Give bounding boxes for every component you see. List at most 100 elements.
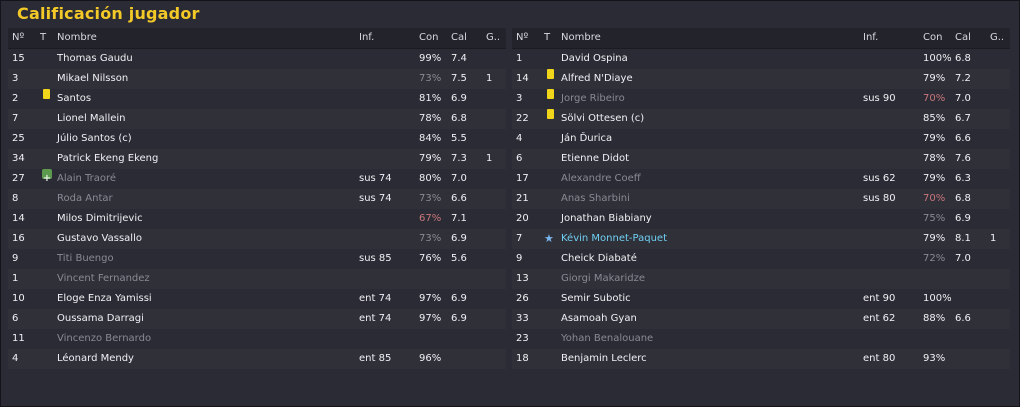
player-row[interactable]: 25 Júlio Santos (c) 84% 5.5 [8,129,506,149]
player-rating: 7.0 [955,253,971,264]
player-row[interactable]: 26 Semir Subotic ent 90 100% [512,289,1010,309]
player-row[interactable]: 14 Milos Dimitrijevic 67% 7.1 [8,209,506,229]
player-row[interactable]: 3 Mikael Nilsson 73% 7.5 1 [8,69,506,89]
player-row[interactable]: 18 Benjamin Leclerc ent 80 93% [512,349,1010,369]
player-name[interactable]: Alain Traoré [57,173,117,184]
player-name[interactable]: Patrick Ekeng Ekeng [57,153,159,164]
player-row[interactable]: 9 Cheick Diabaté 72% 7.0 [512,249,1010,269]
player-inf: ent 90 [863,293,896,304]
player-rating: 7.1 [451,213,467,224]
player-name[interactable]: Léonard Mendy [57,353,134,364]
header-name[interactable]: Nombre [561,32,601,43]
player-name[interactable]: David Ospina [561,53,628,64]
header-inf[interactable]: Inf. [863,32,879,43]
player-row[interactable]: 7 Kévin Monnet-Paquet 79% 8.1 1 ★ [512,229,1010,249]
player-name[interactable]: Semir Subotic [561,293,631,304]
player-condition: 99% [419,53,442,64]
player-row[interactable]: 1 Vincent Fernandez [8,269,506,289]
header-goals[interactable]: G.. [990,32,1005,43]
player-row[interactable]: 2 Santos 81% 6.9 [8,89,506,109]
player-row[interactable]: 15 Thomas Gaudu 99% 7.4 [8,49,506,69]
player-row[interactable]: 13 Giorgi Makaridze [512,269,1010,289]
player-number: 23 [516,333,529,344]
player-name[interactable]: Cheick Diabaté [561,253,637,264]
player-condition: 73% [419,73,442,84]
header-rating[interactable]: Cal [451,32,467,43]
player-row[interactable]: 7 Lionel Mallein 78% 6.8 [8,109,506,129]
player-number: 2 [12,93,19,104]
header-inf[interactable]: Inf. [359,32,375,43]
header-t[interactable]: T [544,32,551,43]
player-name[interactable]: Anas Sharbini [561,193,630,204]
player-row[interactable]: 16 Gustavo Vassallo 73% 6.9 [8,229,506,249]
player-number: 21 [516,193,529,204]
player-rating: 7.3 [451,153,467,164]
player-name[interactable]: Mikael Nilsson [57,73,129,84]
player-name[interactable]: Sölvi Ottesen (c) [561,113,645,124]
player-row[interactable]: 22 Sölvi Ottesen (c) 85% 6.7 [512,109,1010,129]
player-name[interactable]: Vincenzo Bernardo [57,333,152,344]
player-goals: 1 [990,233,997,244]
player-rating: 6.9 [955,213,971,224]
player-row[interactable]: 1 David Ospina 100% 6.8 [512,49,1010,69]
player-row[interactable]: 4 Ján Ďurica 79% 6.6 [512,129,1010,149]
player-row[interactable]: 14 Alfred N'Diaye 79% 7.2 [512,69,1010,89]
yellow-card-icon [547,89,554,99]
player-name[interactable]: Júlio Santos (c) [57,133,132,144]
header-t[interactable]: T [40,32,47,43]
player-condition: 96% [419,353,442,364]
player-row[interactable]: 33 Asamoah Gyan ent 62 88% 6.6 [512,309,1010,329]
player-name[interactable]: Milos Dimitrijevic [57,213,143,224]
player-name[interactable]: Kévin Monnet-Paquet [561,233,667,244]
player-name[interactable]: Gustavo Vassallo [57,233,142,244]
player-row[interactable]: 11 Vincenzo Bernardo [8,329,506,349]
player-row[interactable]: 34 Patrick Ekeng Ekeng 79% 7.3 1 [8,149,506,169]
player-condition: 78% [923,153,946,164]
player-name[interactable]: Yohan Benalouane [561,333,654,344]
header-goals[interactable]: G.. [486,32,501,43]
player-name[interactable]: Roda Antar [57,193,113,204]
player-name[interactable]: Santos [57,93,92,104]
player-name[interactable]: Thomas Gaudu [57,53,133,64]
player-row[interactable]: 20 Jonathan Biabiany 75% 6.9 [512,209,1010,229]
player-rating: 6.7 [955,113,971,124]
player-name[interactable]: Asamoah Gyan [561,313,637,324]
player-row[interactable]: 3 Jorge Ribeiro sus 90 70% 7.0 [512,89,1010,109]
player-name[interactable]: Alexandre Coeff [561,173,641,184]
player-name[interactable]: Jonathan Biabiany [561,213,652,224]
player-inf: sus 74 [359,173,392,184]
header-condition[interactable]: Con [923,32,943,43]
player-name[interactable]: Lionel Mallein [57,113,126,124]
player-name[interactable]: Titi Buengo [57,253,114,264]
player-name[interactable]: Alfred N'Diaye [561,73,633,84]
player-row[interactable]: 6 Oussama Darragi ent 74 97% 6.9 [8,309,506,329]
player-condition: 73% [419,193,442,204]
header-condition[interactable]: Con [419,32,439,43]
table-header: Nº T Nombre Inf. Con Cal G.. [512,28,1010,49]
player-row[interactable]: 21 Anas Sharbini sus 80 70% 6.8 [512,189,1010,209]
player-row[interactable]: 27 Alain Traoré sus 74 80% 7.0 + [8,169,506,189]
player-condition: 81% [419,93,442,104]
player-row[interactable]: 23 Yohan Benalouane [512,329,1010,349]
player-row[interactable]: 10 Eloge Enza Yamissi ent 74 97% 6.9 [8,289,506,309]
player-name[interactable]: Benjamin Leclerc [561,353,647,364]
player-name[interactable]: Eloge Enza Yamissi [57,293,152,304]
player-row[interactable]: 9 Titi Buengo sus 85 76% 5.6 [8,249,506,269]
player-row[interactable]: 4 Léonard Mendy ent 85 96% [8,349,506,369]
player-row[interactable]: 8 Roda Antar sus 74 73% 6.6 [8,189,506,209]
player-name[interactable]: Etienne Didot [561,153,630,164]
header-number[interactable]: Nº [12,32,25,43]
header-number[interactable]: Nº [516,32,529,43]
player-row[interactable]: 17 Alexandre Coeff sus 62 79% 6.3 [512,169,1010,189]
player-row[interactable]: 6 Etienne Didot 78% 7.6 [512,149,1010,169]
player-condition: 70% [923,193,946,204]
header-name[interactable]: Nombre [57,32,97,43]
player-name[interactable]: Giorgi Makaridze [561,273,646,284]
header-rating[interactable]: Cal [955,32,971,43]
player-name[interactable]: Jorge Ribeiro [561,93,625,104]
player-inf: ent 74 [359,313,392,324]
player-name[interactable]: Oussama Darragi [57,313,144,324]
player-name[interactable]: Vincent Fernandez [57,273,150,284]
player-name[interactable]: Ján Ďurica [561,133,613,144]
player-inf: ent 74 [359,293,392,304]
